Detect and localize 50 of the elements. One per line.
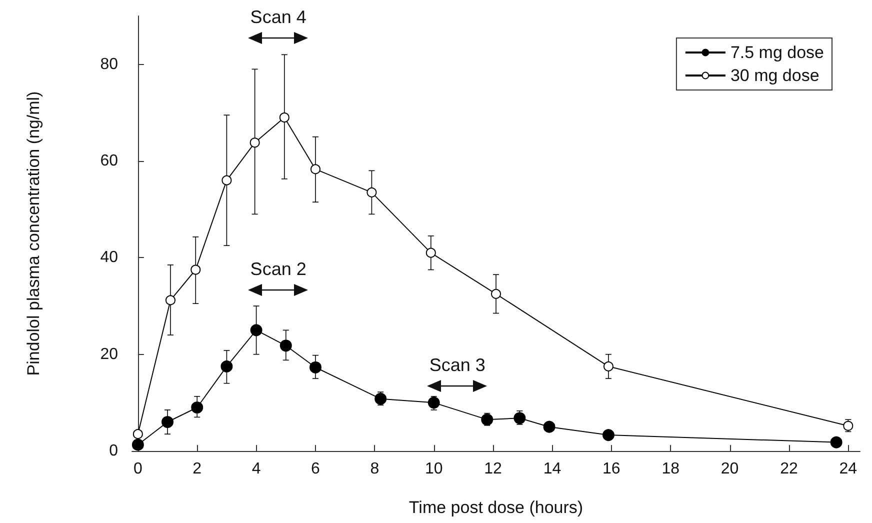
y-tick-label: 80 xyxy=(100,56,118,73)
y-tick-label: 0 xyxy=(109,442,118,460)
point xyxy=(280,340,292,352)
x-tick-label: 2 xyxy=(192,460,202,478)
point xyxy=(222,175,232,186)
y-axis-title: Pindolol plasma concentration (ng/ml) xyxy=(24,91,43,376)
annotation: Scan 2 xyxy=(250,259,306,280)
point xyxy=(220,360,233,372)
annotation: Scan 3 xyxy=(429,354,486,375)
x-axis-title: Time post dose (hours) xyxy=(408,498,584,517)
x-tick-label: 6 xyxy=(311,460,320,478)
point xyxy=(132,429,143,440)
point xyxy=(310,164,320,174)
y-tick-label: 20 xyxy=(100,346,118,363)
x-tick-label: 22 xyxy=(780,460,798,478)
point xyxy=(481,414,494,426)
point xyxy=(543,420,556,433)
x-tick-label: 10 xyxy=(424,460,443,478)
x-tick-label: 20 xyxy=(720,460,739,478)
point xyxy=(132,438,144,451)
point xyxy=(602,429,614,442)
x-tick-label: 16 xyxy=(602,460,620,478)
x-tick-label: 14 xyxy=(543,460,562,478)
x-tick-label: 8 xyxy=(370,460,380,478)
point xyxy=(250,138,260,148)
x-tick-label: 12 xyxy=(484,460,502,478)
y-tick-label: 60 xyxy=(100,152,118,170)
x-tick-label: 0 xyxy=(133,460,142,478)
point xyxy=(491,288,501,299)
legend-label: 7.5 mg dose xyxy=(730,43,824,62)
point xyxy=(428,396,440,409)
point xyxy=(190,264,201,275)
annotation: Scan 4 xyxy=(250,6,306,27)
point xyxy=(426,248,436,258)
point xyxy=(830,436,842,448)
point xyxy=(514,412,526,424)
point xyxy=(309,361,322,374)
x-tick-label: 4 xyxy=(252,460,261,478)
point xyxy=(366,187,377,198)
x-tick-label: 24 xyxy=(839,460,858,478)
point xyxy=(162,416,174,428)
point xyxy=(279,112,290,122)
legend-label: 30 mg dose xyxy=(730,66,820,85)
y-tick-label: 40 xyxy=(100,249,118,266)
point xyxy=(374,392,387,405)
x-tick-label: 18 xyxy=(662,460,680,478)
point xyxy=(603,361,614,372)
point xyxy=(165,295,176,306)
point xyxy=(250,324,262,336)
point xyxy=(191,402,204,414)
